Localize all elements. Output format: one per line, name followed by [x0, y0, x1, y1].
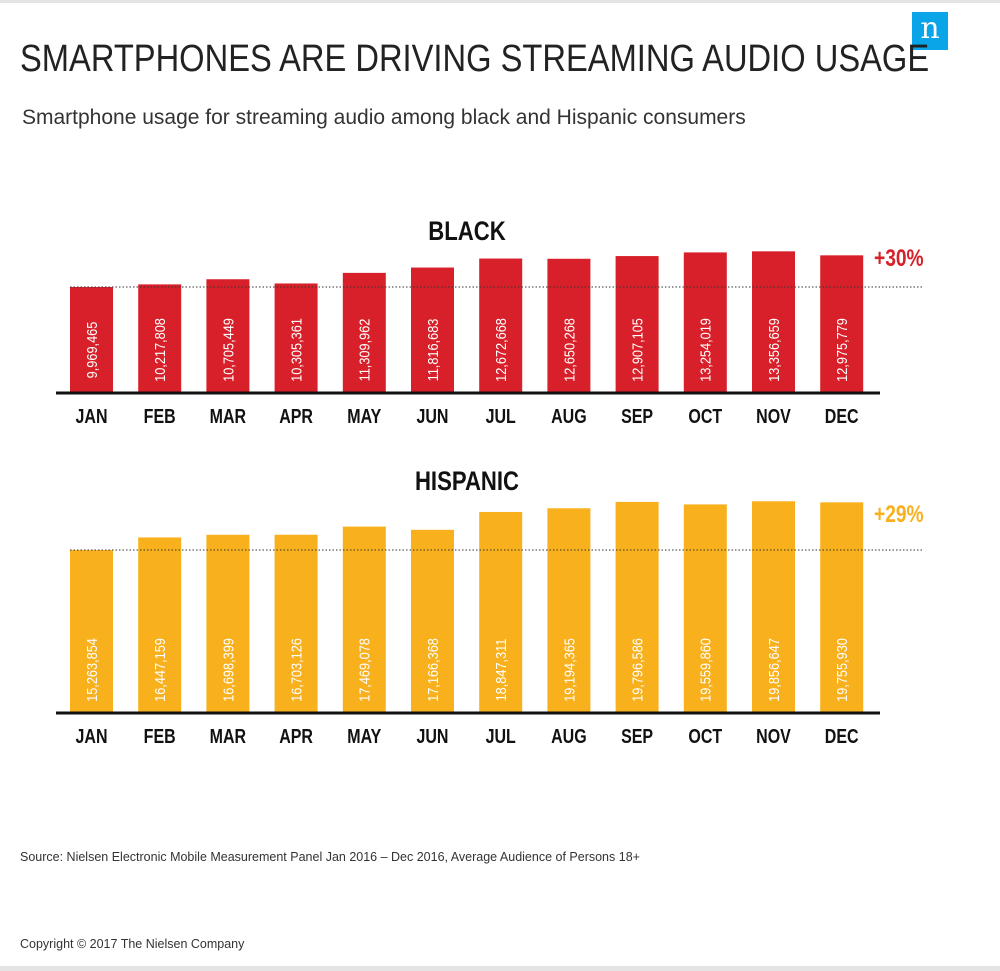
source-note: Source: Nielsen Electronic Mobile Measur… [20, 850, 640, 864]
page-subtitle: Smartphone usage for streaming audio amo… [22, 106, 746, 129]
hispanic-category-label-mar: MAR [210, 725, 246, 747]
black-value-label-jun: 11,816,683 [424, 318, 441, 381]
black-bar-jan [70, 287, 113, 392]
top-rule [0, 0, 1000, 3]
black-value-label-feb: 10,217,808 [151, 318, 168, 382]
hispanic-value-label-apr: 16,703,126 [287, 638, 304, 702]
hispanic-category-label-jan: JAN [75, 725, 107, 747]
black-value-label-oct: 13,254,019 [697, 318, 714, 382]
nielsen-logo-icon: n [912, 12, 948, 50]
hispanic-value-label-oct: 19,559,860 [697, 638, 714, 702]
black-category-label-may: MAY [347, 405, 381, 427]
hispanic-value-label-jun: 17,166,368 [424, 638, 441, 702]
black-category-label-apr: APR [279, 405, 313, 427]
hispanic-bar-may [342, 526, 386, 712]
hispanic-bar-jul [479, 511, 523, 712]
black-bar-aug [547, 258, 591, 392]
hispanic-bar-feb [138, 537, 182, 712]
hispanic-value-label-jan: 15,263,854 [83, 638, 100, 702]
black-category-label-aug: AUG [551, 405, 587, 427]
black-bar-mar [206, 279, 250, 392]
hispanic-bar-jun [411, 529, 454, 712]
black-value-label-may: 11,309,962 [356, 318, 373, 381]
hispanic-change-label: +29% [874, 500, 924, 528]
black-value-label-nov: 13,356,659 [765, 318, 782, 382]
hispanic-bar-sep [615, 501, 659, 712]
black-bar-oct [683, 252, 727, 392]
black-value-label-aug: 12,650,268 [560, 318, 577, 382]
hispanic-bar-jan [70, 550, 113, 712]
black-value-label-mar: 10,705,449 [219, 318, 236, 382]
black-value-label-apr: 10,305,361 [287, 318, 304, 382]
black-category-label-sep: SEP [621, 405, 653, 427]
black-category-label-jul: JUL [486, 405, 516, 427]
hispanic-category-label-sep: SEP [621, 725, 653, 747]
black-bar-dec [820, 255, 864, 392]
hispanic-value-label-mar: 16,698,399 [219, 638, 236, 702]
hispanic-chart-title: HISPANIC [415, 467, 519, 497]
hispanic-value-label-jul: 18,847,311 [492, 638, 509, 701]
black-category-label-mar: MAR [210, 405, 246, 427]
hispanic-category-label-nov: NOV [756, 725, 791, 747]
hispanic-bar-mar [206, 534, 250, 712]
hispanic-value-label-dec: 19,755,930 [833, 638, 850, 702]
black-bar-apr [274, 283, 318, 392]
hispanic-value-label-aug: 19,194,365 [560, 638, 577, 702]
page-title: SMARTPHONES ARE DRIVING STREAMING AUDIO … [20, 38, 930, 80]
hispanic-bar-dec [820, 502, 864, 712]
hispanic-value-label-may: 17,469,078 [356, 638, 373, 702]
black-category-label-jan: JAN [75, 405, 107, 427]
black-category-label-jun: JUN [416, 405, 448, 427]
hispanic-category-label-feb: FEB [144, 725, 176, 747]
black-bar-feb [138, 284, 182, 392]
hispanic-category-label-oct: OCT [688, 725, 722, 747]
hispanic-category-label-dec: DEC [825, 725, 859, 747]
black-chart-title: BLACK [428, 217, 506, 247]
black-bar-may [342, 272, 386, 392]
black-value-label-jan: 9,969,465 [83, 321, 100, 378]
bottom-rule [0, 966, 1000, 971]
black-category-label-feb: FEB [144, 405, 176, 427]
hispanic-bar-aug [547, 508, 591, 712]
hispanic-category-label-may: MAY [347, 725, 381, 747]
black-bar-nov [752, 251, 795, 392]
black-bar-sep [615, 256, 659, 392]
black-category-label-nov: NOV [756, 405, 791, 427]
hispanic-bar-nov [752, 501, 795, 712]
hispanic-value-label-feb: 16,447,159 [151, 638, 168, 702]
black-bar-jul [479, 258, 523, 392]
black-value-label-sep: 12,907,105 [628, 318, 645, 382]
black-value-label-dec: 12,975,779 [833, 318, 850, 382]
black-category-label-oct: OCT [688, 405, 722, 427]
black-category-label-dec: DEC [825, 405, 859, 427]
hispanic-value-label-sep: 19,796,586 [628, 638, 645, 702]
hispanic-category-label-jul: JUL [486, 725, 516, 747]
hispanic-value-label-nov: 19,856,647 [765, 638, 782, 702]
hispanic-category-label-apr: APR [279, 725, 313, 747]
black-value-label-jul: 12,672,668 [492, 318, 509, 382]
hispanic-category-label-jun: JUN [416, 725, 448, 747]
hispanic-bar-apr [274, 534, 318, 712]
hispanic-bar-oct [683, 504, 727, 712]
black-change-label: +30% [874, 244, 924, 272]
black-bar-jun [411, 267, 454, 392]
hispanic-category-label-aug: AUG [551, 725, 587, 747]
copyright-note: Copyright © 2017 The Nielsen Company [20, 937, 245, 951]
